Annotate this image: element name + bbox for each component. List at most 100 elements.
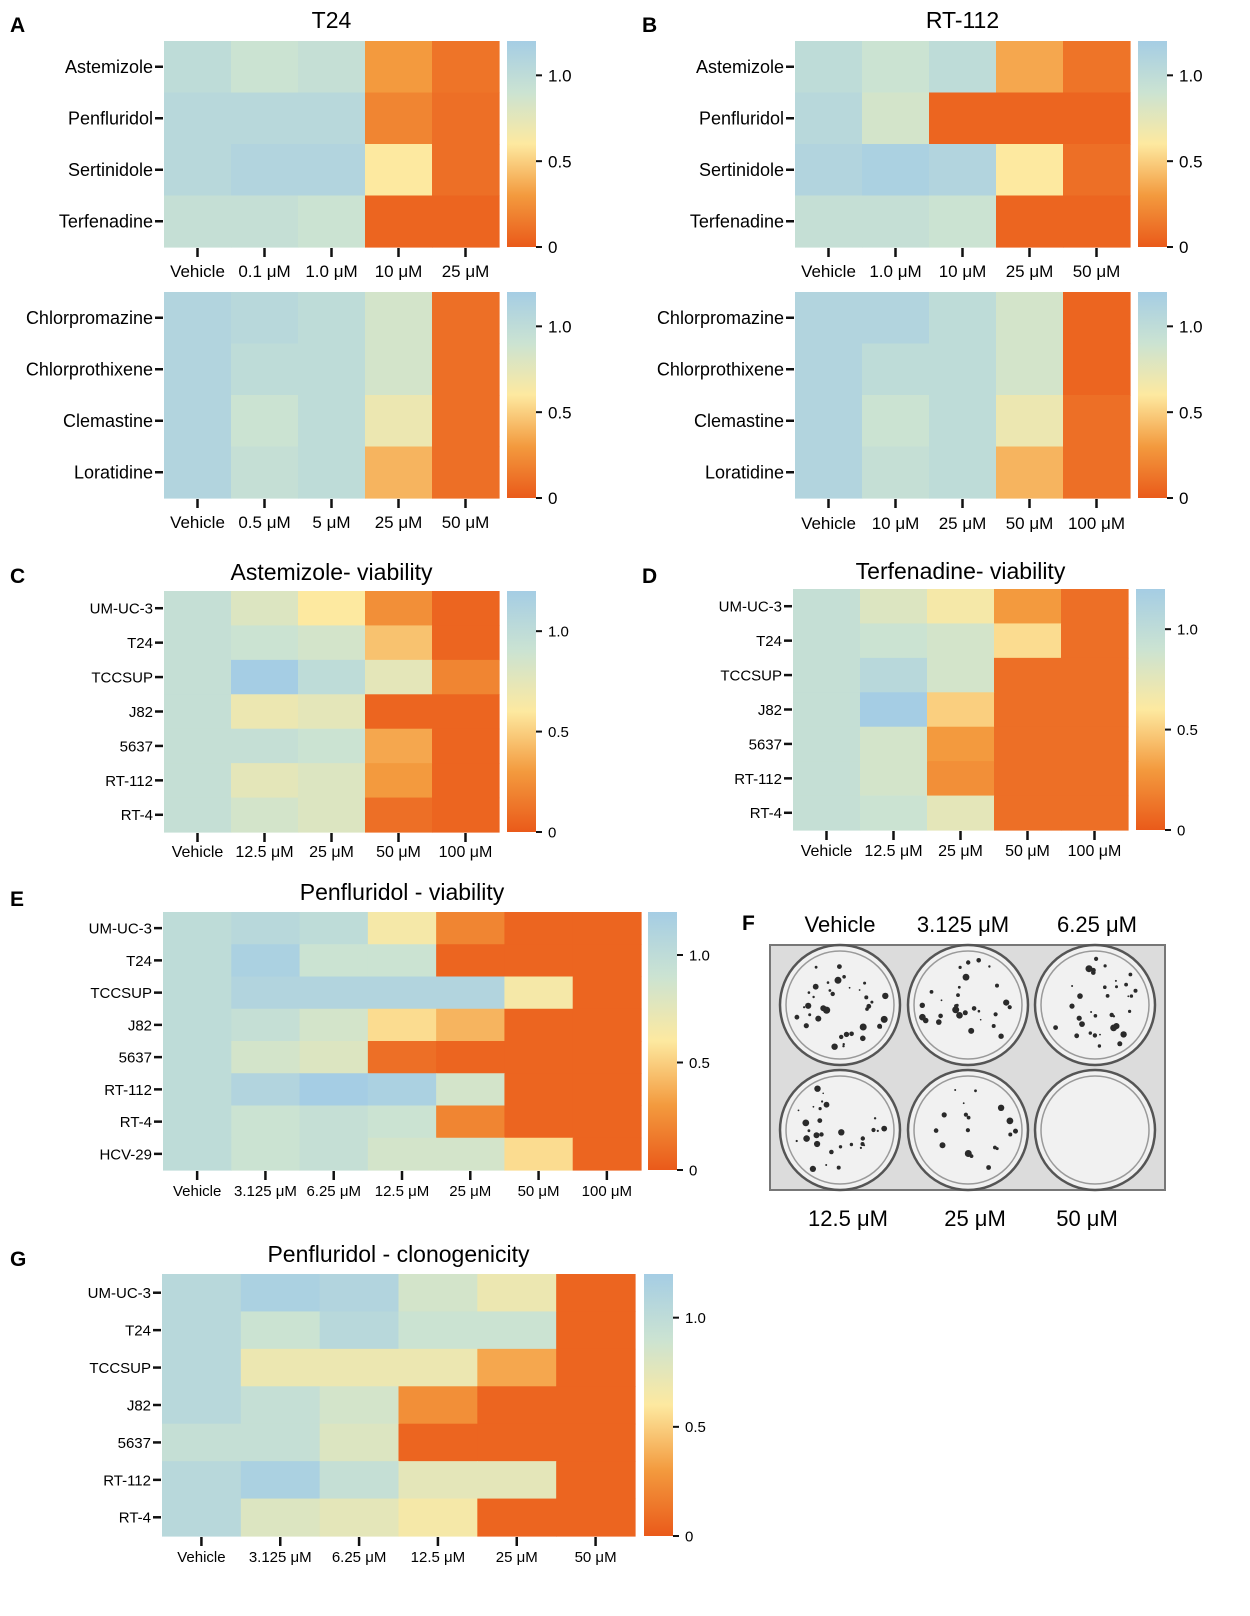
column-label: Vehicle	[170, 513, 225, 532]
heatmap-cell	[504, 976, 574, 1010]
heatmap-cell	[164, 92, 232, 145]
colorbar-tick-label: 0	[548, 824, 556, 841]
colony	[818, 1107, 822, 1111]
panel-label-a: A	[10, 14, 25, 37]
column-label: 10 μM	[375, 262, 423, 281]
row-label: T24	[125, 1323, 151, 1340]
row-label: UM-UC-3	[89, 921, 152, 938]
colorbar	[507, 591, 536, 832]
heatmap-cell	[164, 591, 232, 627]
chart-title: Terfenadine- viability	[856, 558, 1066, 584]
colony	[821, 1100, 824, 1103]
colony	[936, 1019, 942, 1025]
heatmap-cell	[163, 1105, 232, 1139]
heatmap-cell	[164, 694, 232, 730]
colony	[1074, 1033, 1080, 1039]
heatmap-cell	[432, 292, 500, 345]
colony	[1093, 1014, 1098, 1018]
colony	[998, 1033, 1004, 1039]
column-label: 1.0 μM	[305, 262, 357, 281]
colony	[1117, 1041, 1123, 1047]
colony	[1013, 1128, 1018, 1134]
colony	[1120, 1031, 1127, 1038]
heatmap-cell	[398, 1386, 478, 1425]
heatmap-cell	[1061, 795, 1129, 831]
chart-title: Penfluridol - clonogenicity	[267, 1241, 530, 1267]
row-label: J82	[127, 1397, 151, 1414]
colony	[1127, 995, 1130, 998]
row-label: TCCSUP	[720, 667, 782, 684]
heatmap-cell	[994, 657, 1062, 693]
heatmap-cell	[164, 763, 232, 799]
heatmap-cell	[996, 292, 1064, 345]
heatmap-cell	[477, 1423, 557, 1462]
heatmap-cell	[572, 944, 642, 978]
heatmap-cell	[994, 761, 1062, 797]
colony	[808, 1013, 812, 1017]
heatmap-cell	[477, 1348, 557, 1387]
heatmap-cell	[365, 92, 433, 145]
heatmap-cell	[436, 976, 506, 1010]
heatmap-cell	[1061, 623, 1129, 659]
heatmap-cell	[298, 763, 366, 799]
colony	[919, 1002, 925, 1008]
heatmap-cell	[795, 195, 863, 248]
heatmap-cell	[367, 976, 437, 1010]
heatmap-cell	[477, 1386, 557, 1425]
heatmap-cell	[231, 1137, 301, 1171]
heatmap-cell	[793, 795, 861, 831]
colony	[837, 964, 842, 969]
colorbar-tick-label: 0	[1177, 822, 1185, 839]
plate-well-rim	[1040, 950, 1150, 1060]
colorbar-tick-label: 1.0	[1179, 317, 1203, 336]
heatmap-a: A T24 Astemizole Penfluridol Sertinidole Terf…	[10, 7, 572, 281]
row-label: Clemastine	[694, 411, 784, 431]
row-label: J82	[129, 704, 153, 721]
heatmap-cell	[398, 1348, 478, 1387]
colony	[1006, 1117, 1014, 1125]
heatmap-cell	[556, 1423, 636, 1462]
heatmap-cell	[927, 692, 995, 728]
colorbar-tick-label: 0.5	[685, 1419, 706, 1436]
row-label: RT-112	[104, 1082, 152, 1099]
heatmap-cell	[927, 761, 995, 797]
colony	[995, 1147, 999, 1151]
plate-label-625: 6.25 μM	[1057, 912, 1137, 937]
colorbar-tick-label: 0	[685, 1528, 693, 1545]
heatmap-cell	[164, 446, 232, 499]
heatmap-cell	[556, 1348, 636, 1387]
column-label: 100 μM	[1068, 514, 1125, 533]
row-label: 5637	[118, 1435, 151, 1452]
heatmap-cell	[231, 1008, 301, 1042]
heatmap-cell	[432, 763, 500, 799]
heatmap-cell	[163, 1137, 232, 1171]
heatmap-cell	[862, 343, 930, 396]
colorbar-tick-label: 1.0	[548, 66, 572, 85]
row-label: T24	[756, 633, 782, 650]
heatmap-cell	[231, 591, 299, 627]
colony	[1094, 956, 1099, 962]
heatmap-cell	[927, 589, 995, 625]
heatmap-cell	[298, 446, 366, 499]
colony	[988, 965, 991, 968]
heatmap-cell	[432, 195, 500, 248]
heatmap-cell	[231, 395, 299, 448]
heatmap-cell	[298, 728, 366, 764]
column-label: 50 μM	[442, 513, 490, 532]
heatmap-cell	[162, 1311, 242, 1350]
heatmap-panels: A T24 Astemizole Penfluridol Sertinidole Terf…	[10, 7, 1203, 1566]
panel-label-d: D	[642, 565, 657, 588]
colony	[1099, 1033, 1101, 1036]
heatmap-cell	[572, 1041, 642, 1074]
column-label: 12.5 μM	[864, 843, 922, 860]
colony	[870, 1000, 874, 1004]
panel-label-b: B	[642, 14, 657, 37]
row-label: 5637	[749, 736, 782, 753]
heatmap-cell	[298, 144, 366, 197]
heatmap-cell	[795, 41, 863, 94]
heatmap-cell	[432, 797, 500, 833]
heatmap-cell	[929, 395, 997, 448]
heatmap-cell	[929, 144, 997, 197]
heatmap-cell	[231, 1105, 301, 1139]
row-label: UM-UC-3	[719, 599, 782, 616]
